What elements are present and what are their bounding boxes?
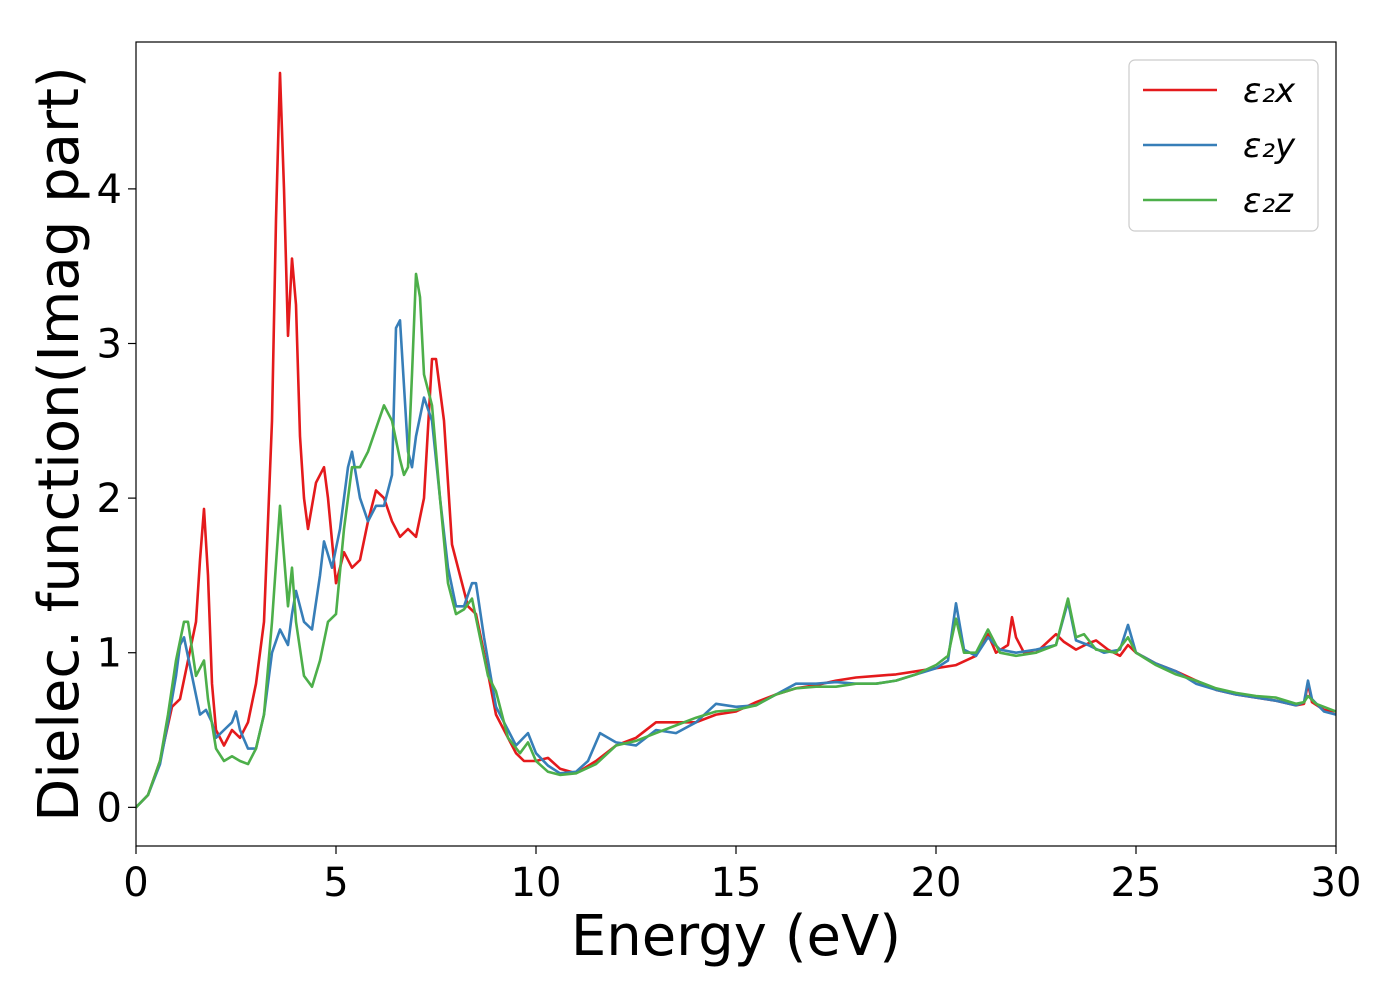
x-tick-label: 5	[323, 860, 348, 906]
x-tick-label: 10	[511, 860, 562, 906]
series-line-3	[136, 272, 1336, 809]
legend-label-1: ε₂x	[1243, 71, 1296, 111]
x-axis-label: Energy (eV)	[571, 904, 901, 969]
series-line-2	[136, 319, 1336, 809]
series-layer	[136, 71, 1336, 809]
y-axis: 0 1 2 3 4	[97, 167, 136, 831]
x-tick-label: 20	[911, 860, 962, 906]
x-tick-label: 30	[1311, 860, 1362, 906]
x-tick-label: 0	[123, 860, 148, 906]
x-axis: 0 5 10 15 20 25 30	[123, 846, 1361, 906]
legend-label-3: ε₂z	[1243, 181, 1294, 221]
legend: ε₂x ε₂y ε₂z	[1128, 59, 1319, 232]
y-tick-label: 0	[97, 785, 122, 831]
x-tick-label: 25	[1111, 860, 1162, 906]
legend-box	[1128, 59, 1319, 232]
y-tick-label: 4	[97, 167, 122, 213]
y-axis-label: Dielec. function(Imag part)	[27, 66, 92, 822]
y-tick-label: 3	[97, 322, 122, 368]
x-tick-label: 15	[711, 860, 762, 906]
y-tick-label: 2	[97, 476, 122, 522]
legend-label-2: ε₂y	[1243, 126, 1296, 166]
y-tick-label: 1	[97, 631, 122, 677]
